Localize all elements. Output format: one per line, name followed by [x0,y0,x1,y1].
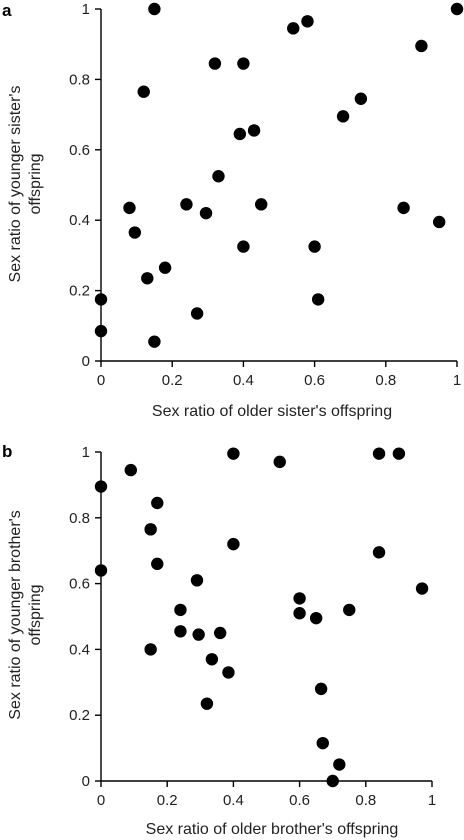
x-tick-label: 0.4 [233,372,254,389]
data-point [237,57,250,70]
data-point [128,226,142,239]
y-tick-label: 0 [82,353,90,370]
data-point [316,736,329,750]
data-point [273,455,286,469]
panel-b-x-axis-title: Sex ratio of older brother's offspring [146,821,399,838]
data-point [180,198,193,211]
panel-b-letter: b [2,442,12,461]
panel-a-x-axis-title: Sex ratio of older sister's offspring [152,403,392,420]
data-point [205,653,219,666]
y-tick-label: 0.8 [69,71,90,88]
data-point [237,240,250,253]
data-point [148,335,161,348]
data-point [200,697,214,710]
data-point [124,463,137,477]
panel-a-y-axis-title-line1: Sex ratio of younger sister's [7,86,24,283]
data-point [158,261,172,274]
data-point [372,447,386,460]
panel-a-points [94,2,464,348]
y-tick-label: 0.6 [69,576,90,593]
panel-b-y-axis-title-line1: Sex ratio of younger brother's [7,510,24,719]
data-point [208,57,222,70]
y-tick-label: 0.6 [69,142,90,159]
data-point [293,592,306,605]
y-tick-label: 1 [82,444,90,461]
panel-b-y-ticks: 0 0.2 0.4 0.6 0.8 1 [69,444,101,790]
x-tick-label: 0.6 [304,372,325,389]
data-point [222,666,235,679]
data-point [141,272,154,285]
x-tick-label: 0.6 [289,792,310,809]
data-point [308,240,321,253]
data-point [372,546,386,559]
panel-a-y-axis-title-line2: offspring [27,153,44,214]
x-tick-label: 0 [97,372,105,389]
panel-a: a 0 0.2 0.4 0.6 0.8 1 0 0.2 0.4 0.6 0.8 1 Sex rati… [2,1,464,420]
data-point [137,85,150,98]
data-point [233,127,247,141]
panel-b-x-ticks: 0 0.2 0.4 0.6 0.8 1 [97,781,436,809]
data-point [450,2,464,16]
x-tick-label: 1 [453,372,461,389]
data-point [293,607,306,620]
panel-b-points [94,447,429,788]
data-point [213,626,227,640]
data-point [336,110,350,123]
data-point [190,574,204,587]
data-point [397,201,410,215]
data-point [123,201,136,215]
y-tick-label: 0.4 [69,641,90,658]
data-point [174,603,187,617]
panel-b: b 0 0.2 0.4 0.6 0.8 1 0 0.2 0.4 0.6 0.8 1 Sex rati… [2,442,436,838]
x-tick-label: 1 [428,792,436,809]
data-point [144,643,157,656]
x-tick-label: 0.8 [355,792,376,809]
data-point [247,124,261,137]
panel-a-x-ticks: 0 0.2 0.4 0.6 0.8 1 [97,361,461,389]
data-point [333,758,346,771]
data-point [343,603,356,617]
y-tick-label: 0.8 [69,510,90,527]
data-point [301,15,314,28]
data-point [392,447,406,460]
data-point [212,170,225,183]
data-point [415,582,429,595]
data-point [309,611,323,625]
data-point [190,307,204,320]
data-point [227,537,240,551]
y-tick-label: 1 [82,1,90,18]
data-point [287,22,300,35]
data-point [227,447,240,460]
panel-b-y-axis-title-line2: offspring [27,584,44,645]
y-tick-label: 0.2 [69,283,90,300]
x-tick-label: 0.8 [375,372,396,389]
panel-a-letter: a [2,1,12,20]
y-tick-label: 0.4 [69,212,90,229]
data-point [255,198,268,211]
data-point [354,92,368,105]
panel-a-y-ticks: 0 0.2 0.4 0.6 0.8 1 [69,1,101,370]
x-tick-label: 0.2 [162,372,183,389]
data-point [151,557,164,571]
x-tick-label: 0.2 [157,792,178,809]
data-point [148,2,161,16]
y-tick-label: 0.2 [69,707,90,724]
data-point [199,206,213,220]
data-point [192,628,205,641]
data-point [144,523,157,536]
data-point [314,682,328,696]
data-point [415,39,428,53]
y-tick-label: 0 [82,773,90,790]
data-point [311,293,325,306]
data-point [433,215,446,229]
x-tick-label: 0 [97,792,105,809]
data-point [151,496,164,510]
data-point [174,625,187,638]
x-tick-label: 0.4 [223,792,244,809]
